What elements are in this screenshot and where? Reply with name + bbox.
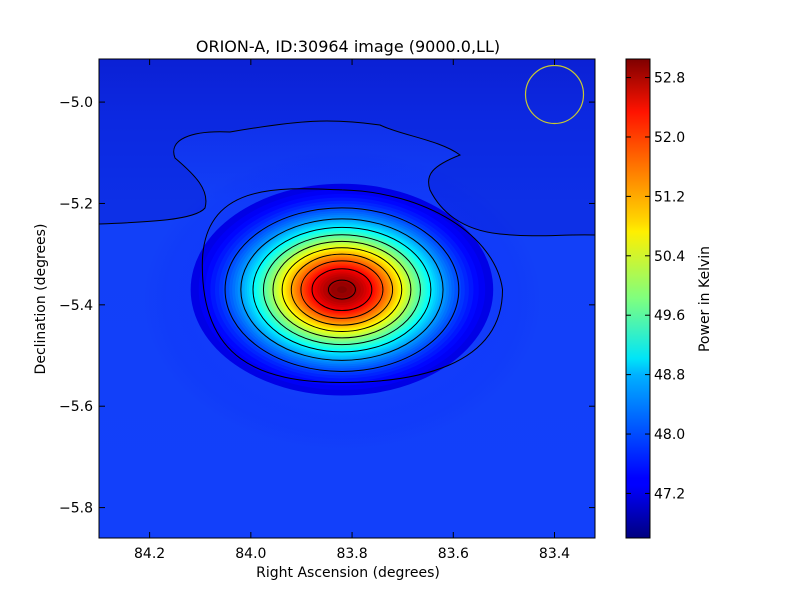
x-axis-label: Right Ascension (degrees) — [256, 565, 440, 581]
contour-line — [252, 226, 432, 353]
y-tick-label: −5.8 — [59, 501, 93, 517]
colorbar-ticks: 52.8 52.0 51.2 50.4 49.6 48.8 48.0 47.2 — [626, 71, 685, 502]
contour-line — [240, 218, 444, 361]
y-axis-ticks: −5.0 −5.2 −5.4 −5.6 −5.8 — [59, 95, 595, 517]
colorbar-gradient — [626, 59, 650, 538]
x-tick-label: 83.6 — [438, 546, 469, 562]
colorbar-label: Power in Kelvin — [697, 246, 713, 352]
colorbar-tick-label: 48.0 — [654, 427, 685, 443]
heat-ring — [337, 286, 347, 294]
colorbar-tick-label: 52.8 — [654, 71, 685, 87]
contour-line — [99, 120, 595, 237]
x-tick-label: 84.2 — [134, 546, 165, 562]
contour-line — [201, 188, 504, 383]
colorbar-tick-label: 52.0 — [654, 130, 685, 146]
y-tick-label: −5.2 — [59, 196, 93, 212]
contour-lines — [99, 120, 595, 383]
colorbar-tick-label: 51.2 — [654, 189, 685, 205]
colorbar-tick-label: 47.2 — [654, 486, 685, 502]
colorbar-tick-label: 49.6 — [654, 308, 685, 324]
colorbar-tick-label: 48.8 — [654, 368, 685, 384]
contour-line — [262, 234, 421, 346]
beam-circle — [524, 64, 585, 125]
y-axis-label: Declination (degrees) — [33, 224, 49, 375]
contour-line — [281, 247, 403, 333]
plot-frame — [98, 58, 596, 539]
heatmap-rings — [190, 183, 494, 396]
chart-title: ORION-A, ID:30964 image (9000.0,LL) — [196, 37, 500, 56]
y-tick-label: −5.0 — [59, 95, 93, 111]
x-axis-ticks: 84.2 84.0 83.8 83.6 83.4 — [134, 59, 570, 562]
contour-line — [290, 253, 394, 326]
x-tick-label: 83.8 — [336, 546, 367, 562]
colorbar: 52.8 52.0 51.2 50.4 49.6 48.8 48.0 47.2 Power i… — [625, 58, 713, 539]
contour-line — [224, 207, 460, 372]
plot-area: 84.2 84.0 83.8 83.6 83.4 −5.0−5.2−5.4−5.6−5.… — [59, 58, 596, 562]
colorbar-tick-label: 50.4 — [654, 249, 685, 265]
contour-line — [300, 260, 384, 319]
x-tick-label: 84.0 — [235, 546, 266, 562]
contour-line — [311, 268, 373, 312]
y-tick-label: −5.4 — [59, 298, 93, 314]
x-tick-label: 83.4 — [539, 546, 570, 562]
colorbar-frame — [625, 58, 651, 539]
y-tick-label: −5.6 — [59, 399, 93, 415]
contour-line — [327, 279, 356, 300]
contour-line — [272, 240, 412, 339]
